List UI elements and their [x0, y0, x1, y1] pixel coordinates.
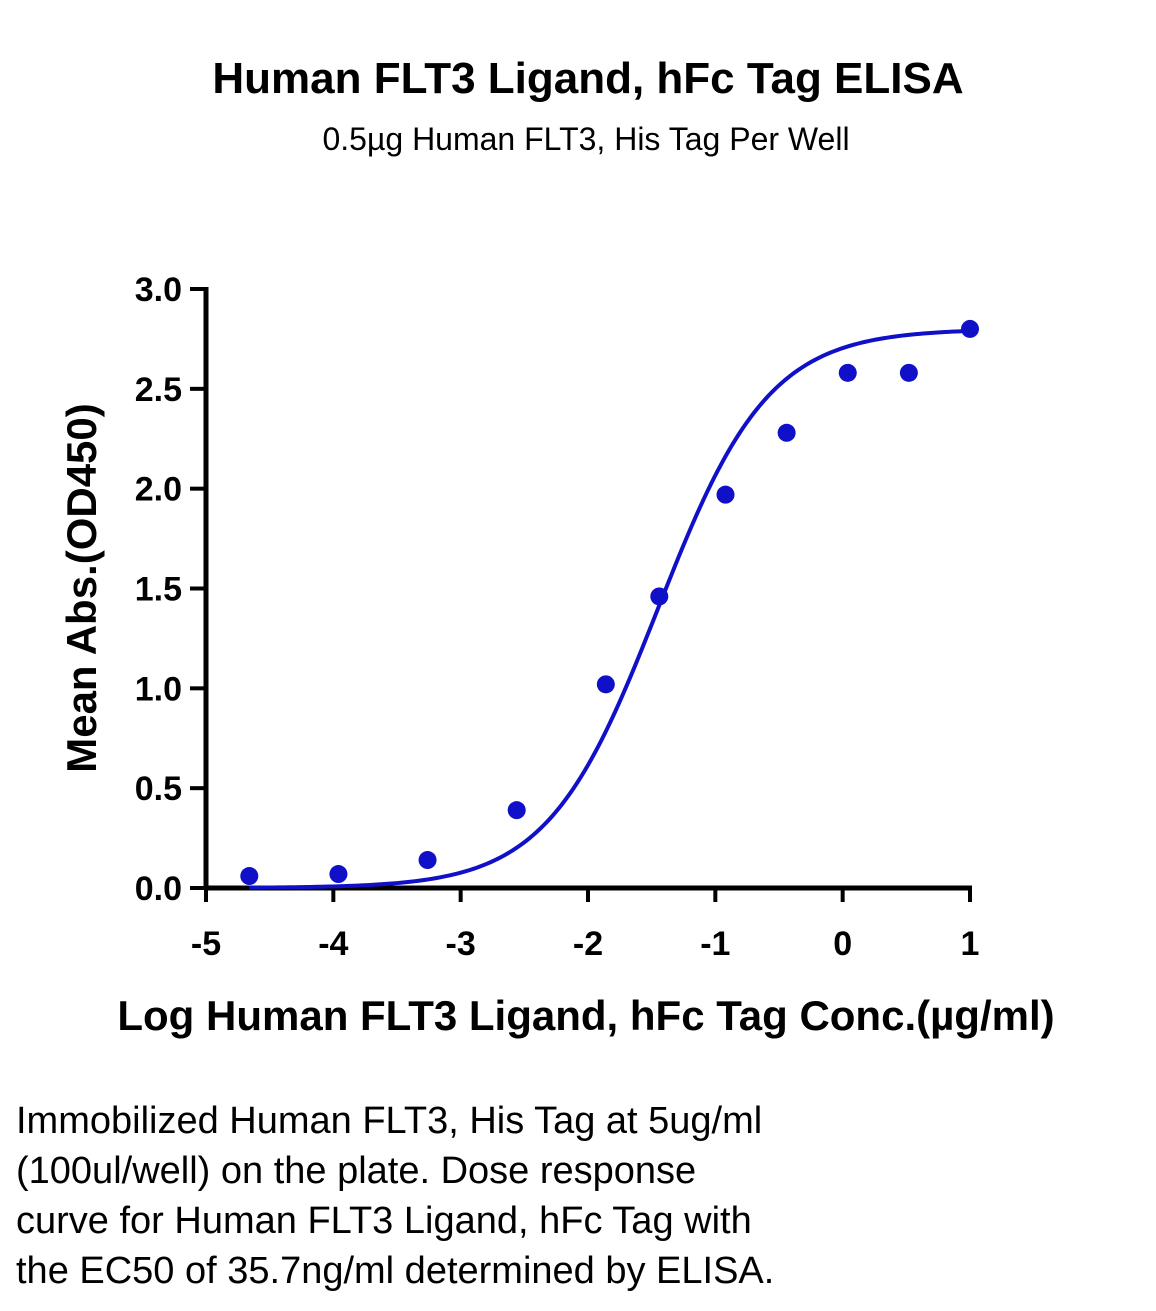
- caption: Immobilized Human FLT3, His Tag at 5ug/m…: [16, 1096, 1016, 1296]
- chart-title: Human FLT3 Ligand, hFc Tag ELISA: [212, 54, 963, 103]
- x-axis-label: Log Human FLT3 Ligand, hFc Tag Conc.(µg/…: [117, 992, 1054, 1039]
- x-tick-label: -3: [446, 925, 476, 963]
- y-tick-label: 0.0: [135, 870, 182, 908]
- data-point: [716, 485, 735, 504]
- x-tick-label: -1: [700, 925, 730, 963]
- x-tick-label: 1: [961, 925, 980, 963]
- data-point: [507, 801, 526, 820]
- y-tick-label: 1.5: [135, 571, 182, 609]
- data-point: [650, 587, 669, 606]
- data-point: [418, 851, 437, 870]
- chart-subtitle: 0.5µg Human FLT3, His Tag Per Well: [322, 121, 849, 157]
- y-tick-label: 1.0: [135, 670, 182, 708]
- x-tick-label: -5: [191, 925, 221, 963]
- fit-curve: [249, 328, 971, 890]
- axes: [203, 287, 972, 891]
- caption-line: the EC50 of 35.7ng/ml determined by ELIS…: [16, 1250, 775, 1292]
- data-point: [329, 865, 348, 884]
- data-point: [240, 867, 259, 886]
- data-points: [240, 319, 979, 886]
- x-tick-label: -2: [573, 925, 603, 963]
- y-tick-label: 0.5: [135, 770, 182, 808]
- data-point: [961, 319, 979, 338]
- y-tick-label: 2.0: [135, 471, 182, 509]
- data-point: [596, 675, 615, 694]
- elisa-chart: Human FLT3 Ligand, hFc Tag ELISA 0.5µg H…: [58, 54, 1055, 1039]
- data-point: [777, 423, 796, 442]
- y-axis-ticks: 0.0 0.5 1.0 1.5 2.0 2.5 3.0: [135, 271, 206, 908]
- x-axis-ticks: -5 -4 -3 -2 -1 0 1: [191, 888, 980, 963]
- caption-line: (100ul/well) on the plate. Dose response: [16, 1150, 697, 1192]
- y-axis-label: Mean Abs.(OD450): [58, 403, 105, 773]
- data-point: [838, 363, 857, 382]
- caption-line: Immobilized Human FLT3, His Tag at 5ug/m…: [16, 1100, 763, 1142]
- x-tick-label: -4: [318, 925, 348, 963]
- caption-line: curve for Human FLT3 Ligand, hFc Tag wit…: [16, 1200, 752, 1242]
- y-tick-label: 3.0: [135, 271, 182, 309]
- x-tick-label: 0: [833, 925, 852, 963]
- data-point: [899, 363, 918, 382]
- y-tick-label: 2.5: [135, 371, 182, 409]
